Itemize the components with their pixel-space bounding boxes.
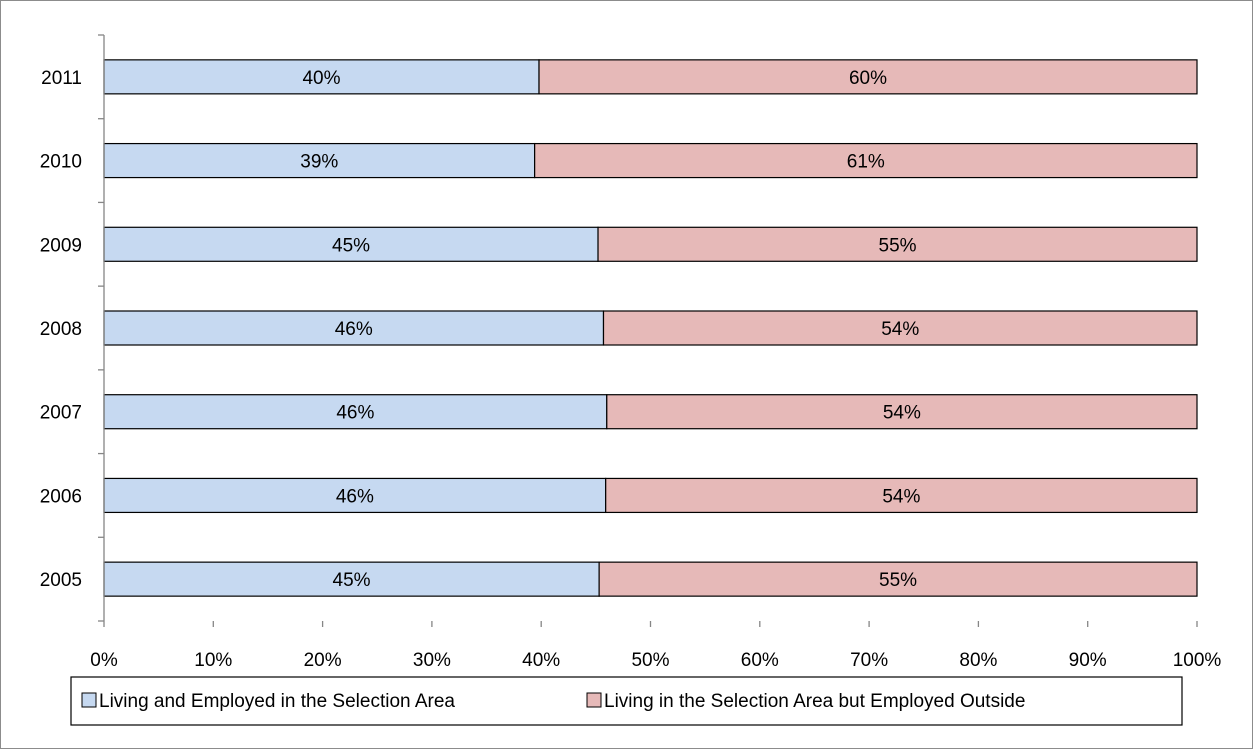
bar-2005-series-1 xyxy=(103,561,600,597)
bar-2008-series-1 xyxy=(103,310,605,346)
y-axis-categories: 2011 2010 2009 2008 2007 2006 2005 xyxy=(40,68,82,591)
data-label-2009-series-2: 55% xyxy=(879,235,917,256)
x-axis-ticks: 0% 10% 20% 30% 40% 50% 60% 70% 80% 90% 100% xyxy=(90,621,1221,671)
x-tick-label: 20% xyxy=(304,650,342,671)
data-label-2005-series-2: 55% xyxy=(879,570,917,591)
legend-swatch-2 xyxy=(586,692,602,708)
data-label-2011-series-2: 60% xyxy=(849,68,887,89)
data-label-2005-series-1: 45% xyxy=(333,570,371,591)
bar-2005-series-2 xyxy=(598,561,1198,597)
category-label-2007: 2007 xyxy=(40,403,82,424)
data-label-2010-series-1: 39% xyxy=(300,152,338,173)
bar-2006-series-2 xyxy=(605,477,1198,514)
data-label-2006-series-2: 54% xyxy=(882,486,920,507)
legend-swatch-1 xyxy=(81,692,97,708)
data-label-2006-series-1: 46% xyxy=(336,486,374,507)
legend-box xyxy=(70,676,1183,726)
x-tick-label: 50% xyxy=(631,650,669,671)
data-label-2009-series-1: 45% xyxy=(332,235,370,256)
legend: Living and Employed in the Selection Are… xyxy=(70,676,1183,726)
category-label-2009: 2009 xyxy=(40,235,82,256)
data-label-2011-series-1: 40% xyxy=(302,68,340,89)
bar-2010-series-2 xyxy=(534,142,1198,179)
axes xyxy=(98,34,105,622)
data-label-2008-series-1: 46% xyxy=(335,319,373,340)
bar-area: 40% 60% 39% 61% 45% 55% 46% 54% 46% 54% 46% 54% 45% 5… xyxy=(103,59,1198,597)
data-label-2010-series-2: 61% xyxy=(847,152,885,173)
category-label-2005: 2005 xyxy=(40,570,82,591)
legend-label-2: Living in the Selection Area but Employe… xyxy=(604,691,1025,712)
category-label-2011: 2011 xyxy=(41,68,82,89)
category-label-2010: 2010 xyxy=(40,152,82,173)
x-tick-label: 40% xyxy=(522,650,560,671)
x-tick-label: 100% xyxy=(1173,650,1222,671)
bar-2008-series-2 xyxy=(602,310,1198,346)
legend-label-1: Living and Employed in the Selection Are… xyxy=(99,691,455,712)
x-tick-label: 70% xyxy=(850,650,888,671)
data-label-2008-series-2: 54% xyxy=(881,319,919,340)
bar-2010-series-1 xyxy=(103,142,536,179)
bar-2011-series-1 xyxy=(103,59,540,95)
x-tick-label: 60% xyxy=(741,650,779,671)
x-tick-label: 90% xyxy=(1069,650,1107,671)
x-tick-label: 0% xyxy=(90,650,118,671)
x-tick-label: 80% xyxy=(959,650,997,671)
bar-2009-series-2 xyxy=(597,226,1198,262)
data-label-2007-series-2: 54% xyxy=(883,403,921,424)
bar-2011-series-2 xyxy=(538,59,1198,95)
x-tick-label: 10% xyxy=(194,650,232,671)
x-tick-label: 30% xyxy=(413,650,451,671)
data-label-2007-series-1: 46% xyxy=(336,403,374,424)
bar-2007-series-2 xyxy=(606,394,1198,430)
category-label-2008: 2008 xyxy=(40,319,82,340)
bar-2009-series-1 xyxy=(103,226,599,262)
category-label-2006: 2006 xyxy=(40,486,82,507)
